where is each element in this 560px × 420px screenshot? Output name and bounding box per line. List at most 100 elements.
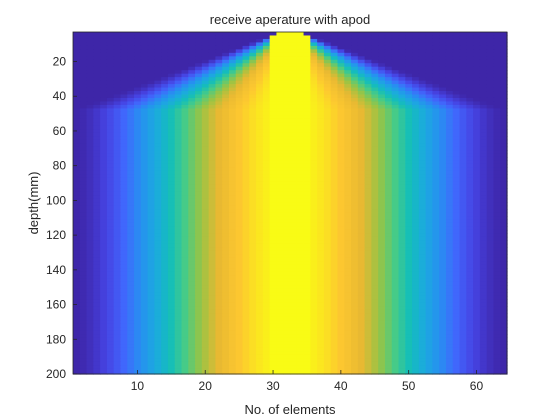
heatmap-cell [344,292,352,297]
heatmap-cell [147,118,155,123]
heatmap-cell [154,160,162,165]
heatmap-cell [154,49,162,54]
heatmap-cell [337,163,345,169]
heatmap-cell [310,49,318,54]
heatmap-cell [140,257,149,262]
heatmap-cell [391,101,400,106]
heatmap-cell [493,216,501,221]
heatmap-cell [79,181,88,186]
heatmap-cell [296,292,305,297]
heatmap-cell [134,250,142,255]
heatmap-cell [73,243,81,248]
heatmap-cell [351,188,359,193]
heatmap-cell [432,271,440,276]
heatmap-cell [167,174,176,179]
heatmap-cell [357,160,366,165]
heatmap-cell [120,177,128,182]
heatmap-cell [466,188,474,193]
heatmap-cell [466,70,474,75]
heatmap-cell [479,156,488,162]
heatmap-cell [242,38,250,44]
heatmap-cell [391,209,400,214]
heatmap-cell [73,91,81,96]
heatmap-cell [249,254,257,259]
heatmap-cell [256,101,264,106]
heatmap-cell [167,295,176,300]
heatmap-cell [120,271,128,276]
heatmap-cell [418,268,427,273]
heatmap-cell [486,91,495,96]
heatmap-cell [323,243,332,248]
heatmap-cell [317,261,325,266]
heatmap-cell [357,129,366,134]
heatmap-cell [195,177,203,182]
heatmap-cell [262,205,271,210]
heatmap-cell [195,181,203,186]
heatmap-cell [154,292,162,297]
heatmap-cell [439,80,447,85]
heatmap-cell [445,111,454,116]
heatmap-cell [93,153,101,158]
heatmap-cell [201,195,210,200]
heatmap-cell [228,163,237,169]
heatmap-cell [296,136,305,141]
heatmap-cell [317,281,325,287]
heatmap-cell [208,212,217,217]
heatmap-cell [479,70,488,75]
heatmap-cell [323,250,332,255]
heatmap-cell [188,125,196,130]
heatmap-cell [371,125,379,130]
heatmap-cell [486,247,495,252]
heatmap-cell [208,247,217,252]
heatmap-cell [310,87,318,92]
heatmap-cell [127,198,135,203]
heatmap-cell [235,73,244,78]
heatmap-cell [181,163,189,169]
heatmap-cell [100,184,108,189]
heatmap-cell [127,212,135,217]
heatmap-cell [398,70,406,75]
heatmap-cell [310,222,318,228]
heatmap-cell [425,229,434,234]
heatmap-cell [161,170,169,175]
heatmap-cell [364,198,372,203]
heatmap-cell [154,87,162,92]
heatmap-cell [242,156,250,162]
heatmap-cell [269,285,278,290]
heatmap-cell [201,191,210,196]
heatmap-cell [323,45,332,50]
heatmap-cell [378,202,386,207]
heatmap-cell [120,143,128,148]
heatmap-cell [113,222,122,228]
heatmap-cell [405,80,413,85]
heatmap-cell [242,108,250,113]
heatmap-cell [208,264,217,269]
heatmap-cell [93,146,101,151]
heatmap-cell [391,222,400,228]
heatmap-cell [93,195,101,200]
heatmap-cell [79,156,88,162]
heatmap-cell [161,275,169,280]
heatmap-cell [425,288,434,293]
heatmap-cell [466,80,474,85]
heatmap-cell [167,247,176,252]
heatmap-cell [167,115,176,120]
heatmap-cell [283,240,291,245]
heatmap-cell [323,63,332,68]
heatmap-cell [201,156,210,162]
heatmap-cell [174,156,183,162]
heatmap-cell [269,80,278,85]
heatmap-cell [167,42,176,47]
heatmap-cell [432,139,440,144]
heatmap-cell [249,104,257,109]
heatmap-cell [459,104,467,109]
heatmap-cell [127,49,135,54]
heatmap-cell [310,209,318,214]
heatmap-cell [351,205,359,210]
heatmap-cell [147,163,155,169]
heatmap-cell [473,281,481,287]
heatmap-cell [452,205,461,210]
heatmap-cell [242,35,250,40]
heatmap-cell [445,271,454,276]
heatmap-cell [290,84,298,89]
